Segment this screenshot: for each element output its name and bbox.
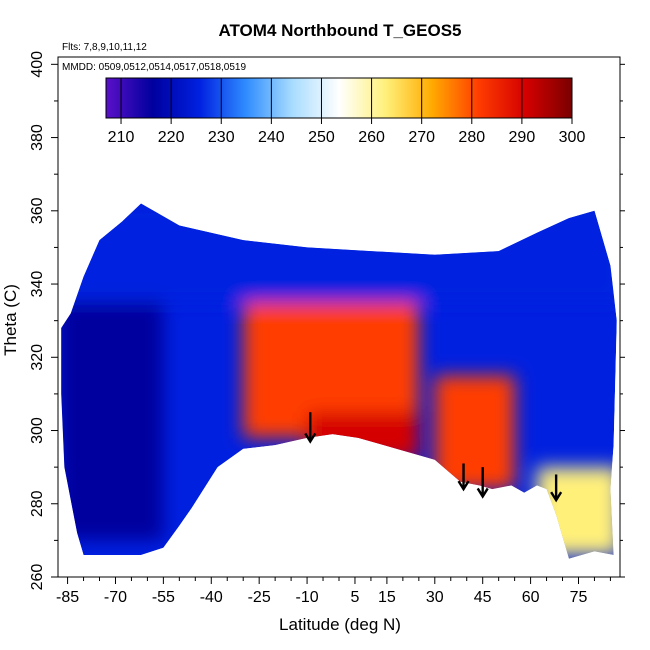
- x-tick-label: -85: [56, 589, 79, 606]
- colorbar-label: 290: [509, 129, 536, 146]
- colorbar-label: 240: [258, 129, 285, 146]
- arrow-head: [476, 487, 489, 499]
- colorbar-label: 220: [158, 129, 185, 146]
- x-tick-label: 45: [474, 589, 492, 606]
- x-axis: -85 -70 -55 -40 -25 -10 5 15 30 45 60 75: [56, 576, 620, 606]
- y-tick-label: 280: [29, 490, 46, 517]
- y-axis-title: Theta (C): [1, 284, 20, 356]
- y-tick-label: 340: [29, 271, 46, 298]
- x-tick-label: -55: [152, 589, 175, 606]
- colorbar-label: 270: [408, 129, 435, 146]
- chart-title: ATOM4 Northbound T_GEOS5: [218, 21, 461, 40]
- y-tick-label: 260: [29, 564, 46, 591]
- y-tick-label: 380: [29, 124, 46, 151]
- field-region-arctic-surface: [536, 467, 617, 556]
- dates-annotation: MMDD: 0509,0512,0514,0517,0518,0519: [62, 62, 246, 73]
- x-tick-label: -10: [296, 589, 319, 606]
- y-tick-label: 400: [29, 51, 46, 78]
- colorbar-label: 230: [208, 129, 235, 146]
- x-tick-label: 60: [522, 589, 540, 606]
- y-tick-label: 360: [29, 197, 46, 224]
- arrow-markers: [304, 412, 563, 503]
- field-region-upper-layer: [61, 203, 617, 303]
- colorbar-bar: [105, 77, 573, 119]
- y-axis: 260 280 300 320 340 360 380 400: [29, 51, 625, 590]
- colorbar-label: 250: [308, 129, 335, 146]
- arrow-head: [457, 480, 470, 492]
- x-tick-label: -70: [104, 589, 127, 606]
- colorbar: 210 220 230 240 250 260 270 280 290 300: [105, 77, 586, 146]
- colorbar-label: 300: [559, 129, 586, 146]
- field-region-north-midlat: [434, 375, 515, 490]
- temperature-field: [61, 203, 617, 559]
- colorbar-label: 210: [108, 129, 135, 146]
- x-tick-label: -40: [200, 589, 223, 606]
- y-tick-label: 300: [29, 417, 46, 444]
- x-tick-label: 30: [426, 589, 444, 606]
- arrow-head: [550, 491, 563, 503]
- x-tick-label: 75: [570, 589, 588, 606]
- field-region-tropical-warm-base: [307, 412, 419, 460]
- flights-annotation: Flts: 7,8,9,10,11,12: [62, 42, 147, 53]
- field-body: [61, 203, 617, 559]
- y-tick-label: 320: [29, 344, 46, 371]
- x-tick-label: -25: [248, 589, 271, 606]
- x-axis-title: Latitude (deg N): [279, 615, 401, 634]
- colorbar-label: 260: [358, 129, 385, 146]
- x-tick-label: 5: [351, 589, 360, 606]
- colorbar-label: 280: [458, 129, 485, 146]
- arrow-head: [304, 432, 317, 444]
- x-tick-label: 15: [378, 589, 396, 606]
